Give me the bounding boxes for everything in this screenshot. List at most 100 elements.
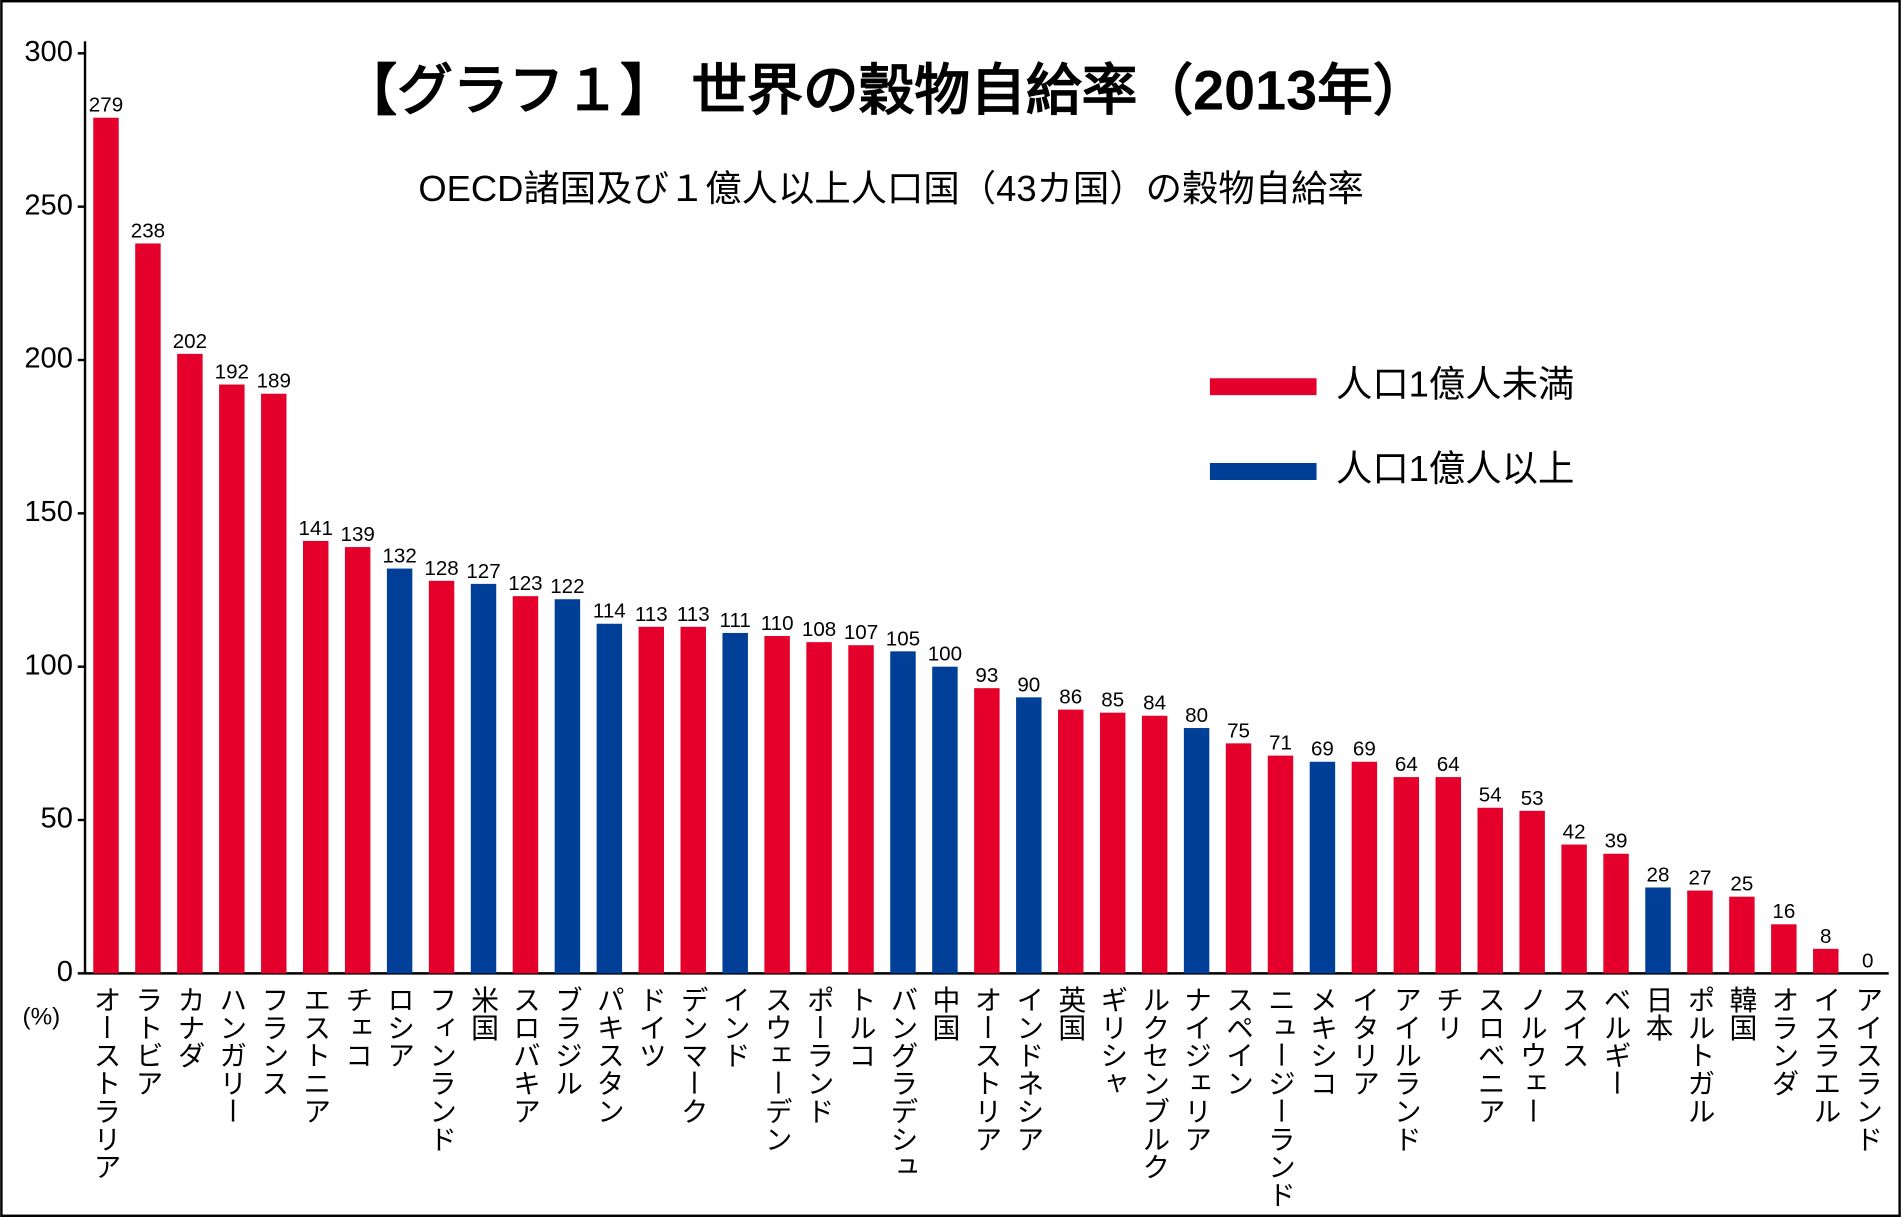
bar	[1561, 844, 1587, 974]
bar	[1141, 715, 1168, 974]
x-tick-label: フィンランド	[426, 985, 457, 1152]
value-label: 27	[1688, 866, 1711, 889]
value-label: 111	[720, 609, 751, 632]
value-label: 127	[466, 560, 500, 583]
bar	[638, 626, 665, 974]
x-tick-label: ニュージーランド	[1265, 985, 1296, 1208]
value-label: 114	[593, 600, 626, 623]
bar	[1393, 777, 1420, 974]
x-tick-label: インド	[720, 985, 751, 1069]
value-label: 28	[1647, 863, 1670, 886]
x-tick-label: エストニア	[300, 985, 331, 1124]
value-label: 84	[1143, 692, 1166, 715]
value-label: 100	[928, 643, 962, 666]
x-tick-label: チェコ	[342, 985, 373, 1069]
y-tick-label: 0	[57, 956, 73, 988]
y-tick-label: 200	[24, 343, 73, 375]
x-tick-label: ロシア	[384, 985, 415, 1069]
x-tick-label: ポルトガル	[1684, 985, 1715, 1125]
chart-title: 【グラフ１】 世界の穀物自給率（2013年）	[341, 59, 1428, 121]
value-label: 64	[1395, 753, 1418, 776]
bar	[806, 642, 832, 974]
bar	[135, 243, 161, 974]
bar	[1771, 924, 1797, 974]
value-label: 279	[89, 94, 123, 117]
x-tick-label: バングラデシュ	[887, 985, 918, 1180]
x-tick-label: ノルウェー	[1517, 985, 1548, 1124]
bar	[219, 384, 245, 974]
bar	[1183, 728, 1210, 974]
value-label: 107	[844, 621, 878, 644]
value-label: 85	[1101, 689, 1124, 712]
value-label: 53	[1521, 787, 1544, 810]
bar	[1645, 887, 1671, 974]
x-tick-label: オーストリア	[971, 985, 1002, 1152]
bar	[1309, 761, 1336, 974]
value-label: 122	[550, 575, 584, 598]
bar	[1351, 761, 1378, 974]
value-label: 71	[1269, 732, 1292, 755]
value-label: 108	[802, 618, 836, 641]
value-label: 141	[299, 517, 333, 540]
x-tick-label: イスラエル	[1810, 985, 1841, 1124]
bar	[386, 568, 413, 974]
bar	[554, 599, 581, 974]
x-tick-label: インドネシア	[1013, 985, 1044, 1152]
x-tick-label: 米国	[468, 985, 499, 1041]
bar	[596, 623, 623, 974]
bar	[1016, 697, 1042, 974]
bar	[1813, 948, 1839, 974]
value-label: 192	[215, 360, 249, 383]
value-label: 139	[340, 523, 374, 546]
x-tick-label: ベルギー	[1601, 985, 1632, 1096]
value-label: 39	[1605, 830, 1628, 853]
y-tick-label: 50	[41, 803, 73, 835]
value-label: 105	[886, 627, 920, 650]
y-tick-label: 300	[24, 36, 73, 68]
value-label: 69	[1353, 738, 1376, 761]
x-tick-label: スイス	[1559, 985, 1590, 1069]
x-tick-label: トルコ	[846, 985, 877, 1069]
bar	[1477, 807, 1503, 974]
chart-subtitle: OECD諸国及び１億人以上人口国（43カ国）の穀物自給率	[418, 168, 1363, 209]
bar	[1687, 890, 1713, 974]
x-tick-label: チリ	[1433, 985, 1464, 1041]
x-tick-label: ギリシャ	[1097, 985, 1128, 1096]
value-label: 16	[1772, 900, 1795, 923]
bar	[1099, 712, 1126, 974]
value-label: 202	[173, 330, 207, 353]
x-tick-label: アイルランド	[1391, 985, 1422, 1152]
value-label: 90	[1017, 673, 1040, 696]
x-tick-label: メキシコ	[1307, 985, 1338, 1096]
bar	[261, 393, 287, 974]
x-tick-label: スロベニア	[1475, 985, 1506, 1124]
x-tick-label: デンマーク	[678, 985, 709, 1125]
value-label: 25	[1730, 873, 1753, 896]
bar	[344, 547, 371, 974]
bar	[1729, 896, 1755, 974]
value-label: 132	[382, 544, 416, 567]
x-tick-label: スロバキア	[510, 985, 541, 1124]
value-label: 64	[1437, 753, 1460, 776]
x-tick-label: オーストラリア	[90, 985, 121, 1180]
x-tick-label: 中国	[929, 985, 960, 1041]
value-label: 0	[1862, 949, 1873, 972]
bar	[1519, 810, 1545, 974]
bar	[974, 688, 1000, 974]
y-tick-label: 150	[24, 496, 73, 528]
value-label: 113	[677, 603, 710, 626]
bar	[680, 626, 706, 974]
value-label: 110	[761, 612, 794, 635]
value-label: 128	[424, 557, 458, 580]
value-label: 93	[975, 664, 998, 687]
bar	[177, 353, 203, 974]
bar	[1225, 743, 1252, 974]
x-tick-label: パキスタン	[594, 985, 625, 1124]
bar	[302, 540, 329, 974]
x-tick-label: イタリア	[1349, 985, 1380, 1096]
value-label: 189	[257, 370, 291, 393]
x-tick-label: フランス	[258, 985, 289, 1096]
x-tick-label: オランダ	[1768, 985, 1799, 1096]
